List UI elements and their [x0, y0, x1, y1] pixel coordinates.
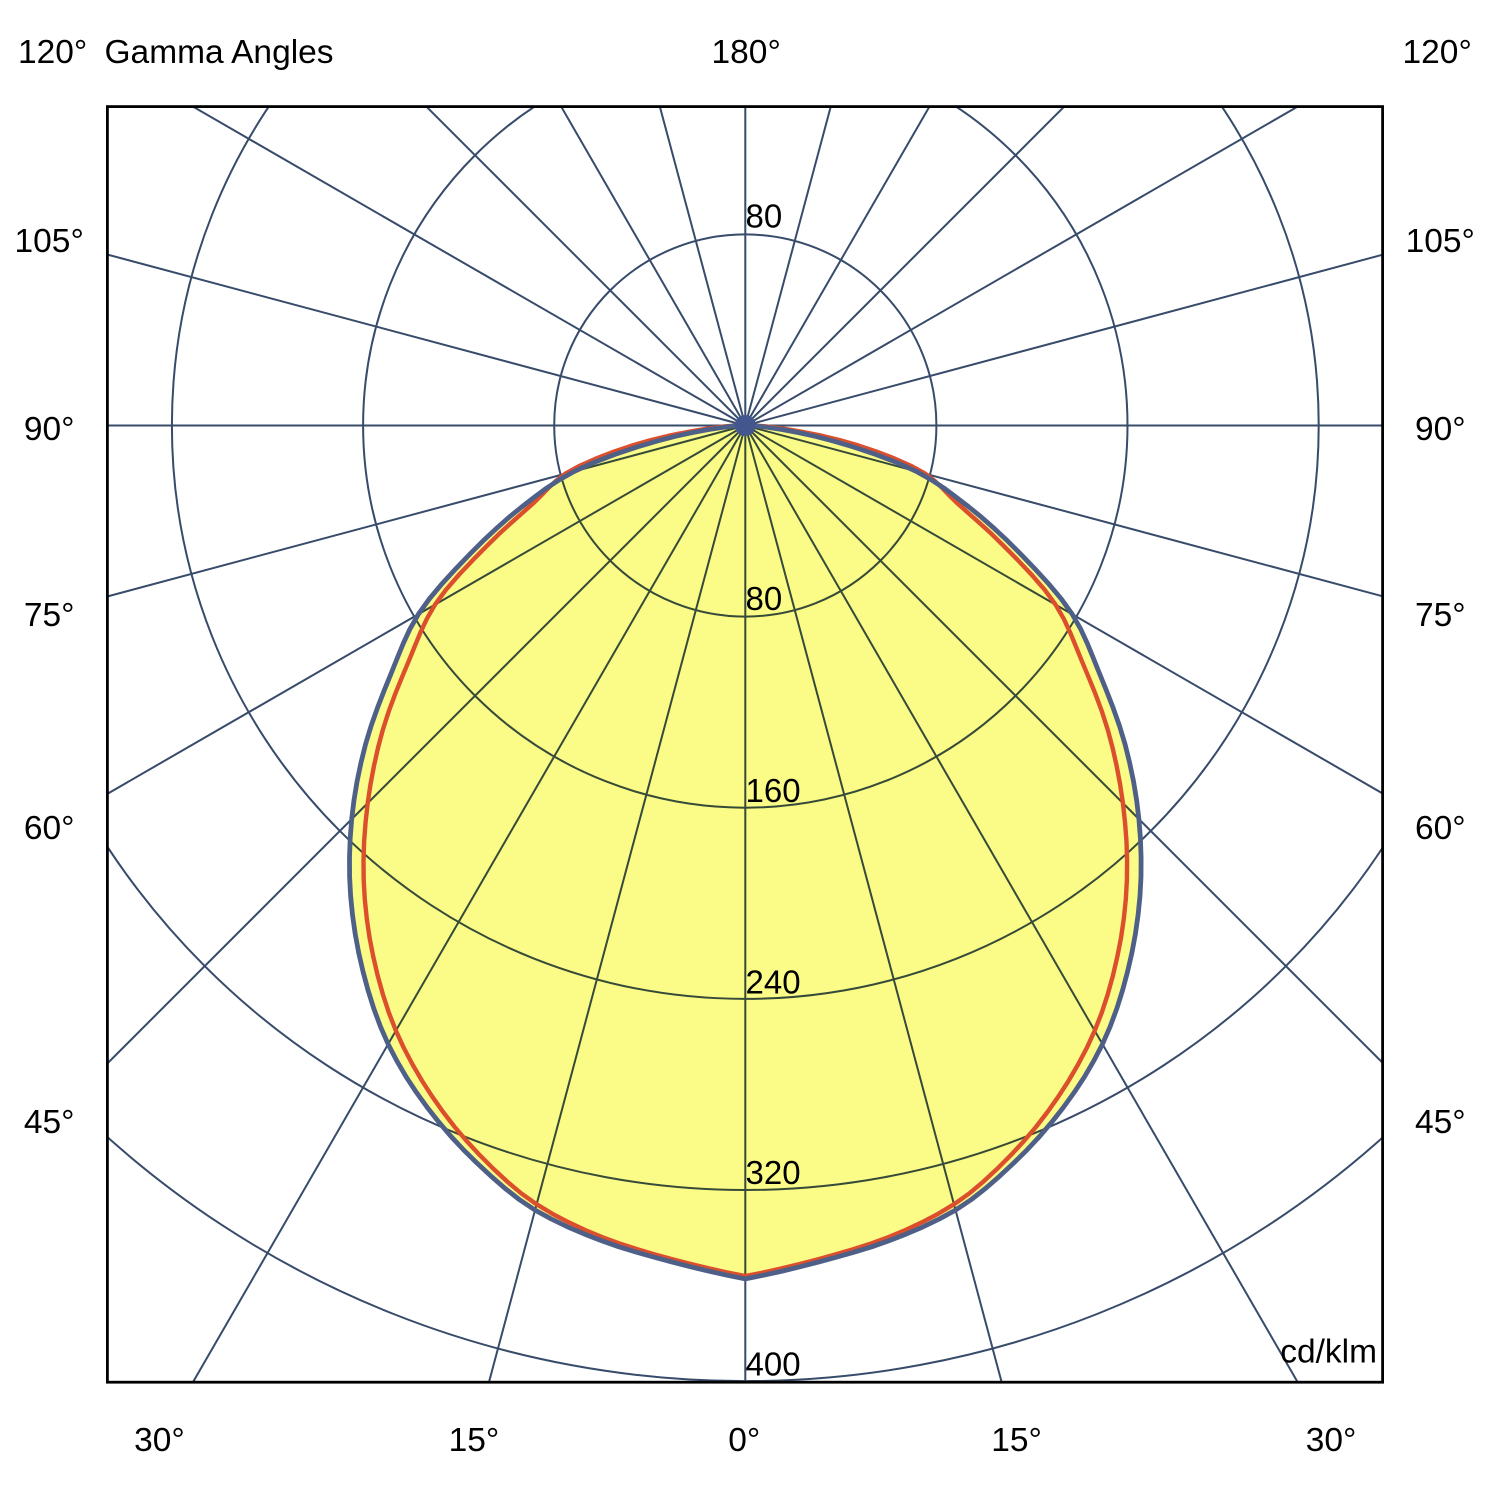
- svg-text:180°: 180°: [712, 34, 781, 71]
- svg-text:90°: 90°: [24, 411, 75, 448]
- svg-text:30°: 30°: [1306, 1422, 1357, 1459]
- svg-text:400: 400: [746, 1346, 801, 1383]
- svg-text:15°: 15°: [449, 1422, 500, 1459]
- svg-text:90°: 90°: [1415, 411, 1466, 448]
- svg-text:Gamma Angles: Gamma Angles: [105, 34, 334, 71]
- svg-text:240: 240: [746, 963, 801, 1000]
- svg-text:60°: 60°: [1415, 810, 1466, 847]
- svg-text:160: 160: [746, 772, 801, 809]
- svg-text:45°: 45°: [1415, 1104, 1466, 1141]
- svg-text:80: 80: [746, 197, 783, 234]
- svg-text:75°: 75°: [1415, 597, 1466, 634]
- svg-text:30°: 30°: [134, 1422, 185, 1459]
- svg-text:105°: 105°: [15, 223, 84, 260]
- svg-text:105°: 105°: [1406, 223, 1475, 260]
- svg-text:75°: 75°: [24, 597, 75, 634]
- svg-text:120°: 120°: [18, 34, 87, 71]
- svg-text:320: 320: [746, 1154, 801, 1191]
- svg-text:60°: 60°: [24, 810, 75, 847]
- svg-text:45°: 45°: [24, 1104, 75, 1141]
- svg-text:cd/klm: cd/klm: [1280, 1334, 1377, 1371]
- svg-text:80: 80: [746, 580, 783, 617]
- svg-text:0°: 0°: [728, 1422, 760, 1459]
- svg-text:15°: 15°: [991, 1422, 1042, 1459]
- svg-text:120°: 120°: [1403, 34, 1472, 71]
